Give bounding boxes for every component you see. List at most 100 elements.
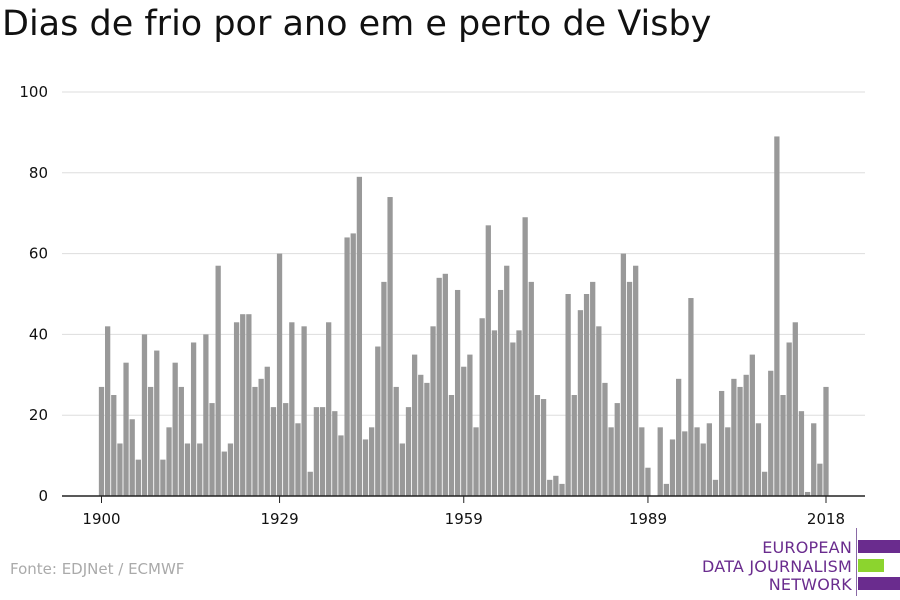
y-axis: 0 20 40 60 80 100 [19, 83, 48, 505]
bar-1961 [473, 427, 479, 496]
bar-1999 [706, 423, 712, 496]
bar-1978 [577, 310, 584, 496]
bar-2017 [817, 463, 823, 496]
bar-1974 [553, 475, 559, 496]
bar-1912 [172, 362, 178, 496]
bar-2009 [768, 370, 774, 496]
bar-2015 [804, 491, 811, 496]
bar-1945 [375, 346, 381, 496]
bar-1926 [258, 378, 264, 496]
bar-1956 [442, 273, 448, 496]
bar-1900 [98, 386, 105, 496]
bar-1995 [682, 431, 688, 496]
bar-2007 [755, 423, 762, 496]
bar-1966 [504, 265, 510, 496]
bar-1927 [264, 366, 270, 496]
bar-2010 [774, 136, 780, 496]
bar-1940 [344, 237, 350, 496]
bar-2002 [725, 427, 731, 496]
bar-1944 [369, 427, 375, 496]
bars [98, 136, 829, 497]
bar-1938 [332, 411, 338, 496]
bar-2000 [712, 479, 719, 496]
bar-1963 [485, 225, 491, 496]
bar-1923 [240, 314, 246, 496]
bar-1946 [381, 281, 387, 496]
bar-1917 [203, 334, 209, 496]
bar-1913 [178, 386, 184, 496]
bar-1922 [233, 322, 240, 496]
bar-1920 [221, 451, 227, 496]
bar-1935 [313, 407, 320, 496]
bar-1949 [399, 443, 405, 496]
bar-1907 [141, 334, 148, 496]
bar-1982 [602, 382, 608, 496]
bar-1941 [350, 233, 356, 496]
bar-1948 [393, 386, 399, 496]
bar-1984 [614, 403, 620, 496]
bar-1902 [111, 395, 117, 496]
bar-2013 [792, 322, 798, 496]
bar-1942 [356, 176, 363, 496]
bar-1905 [129, 419, 135, 496]
bar-1936 [319, 407, 326, 496]
bar-1924 [246, 314, 252, 496]
bar-2014 [798, 411, 805, 496]
bar-1918 [209, 403, 215, 496]
bar-2016 [811, 423, 817, 496]
y-tick-label: 0 [38, 487, 48, 505]
x-tick-label: 1929 [260, 510, 298, 528]
bar-1971 [534, 395, 541, 496]
bar-2006 [749, 354, 755, 496]
bar-1950 [405, 407, 412, 496]
bar-1909 [154, 350, 160, 496]
bar-1959 [461, 366, 467, 496]
bar-1951 [411, 354, 418, 496]
bar-2018 [823, 386, 829, 496]
bar-1997 [694, 427, 700, 496]
bar-1904 [123, 362, 129, 496]
bar-1979 [583, 294, 590, 496]
bar-1964 [491, 330, 498, 496]
bar-1994 [676, 378, 682, 496]
bar-2011 [780, 395, 786, 496]
bar-1910 [160, 459, 166, 496]
bar-1980 [590, 281, 596, 496]
bar-1932 [295, 423, 301, 496]
bar-2003 [731, 378, 737, 496]
bar-1953 [424, 382, 430, 496]
bar-1947 [387, 197, 393, 497]
bar-1901 [105, 326, 111, 496]
bar-1992 [663, 483, 669, 496]
bar-1921 [227, 443, 234, 496]
bar-1965 [497, 289, 504, 496]
bar-1988 [639, 427, 645, 496]
bar-1958 [454, 289, 461, 496]
bar-1973 [547, 479, 553, 496]
bar-1937 [326, 322, 332, 496]
y-tick-label: 40 [29, 325, 48, 343]
bar-1960 [467, 354, 473, 496]
bar-1989 [645, 467, 651, 496]
bar-1928 [270, 407, 277, 496]
bar-1975 [559, 483, 565, 496]
bar-1952 [418, 374, 424, 496]
logo-bar-top [858, 540, 900, 553]
logo-divider [856, 528, 857, 596]
bar-1916 [197, 443, 203, 496]
y-tick-label: 80 [29, 164, 48, 182]
bar-1977 [571, 395, 577, 496]
logo-line-1: EUROPEAN [762, 538, 852, 557]
bar-1906 [135, 459, 141, 496]
bar-1914 [184, 443, 191, 496]
chart-title: Dias de frio por ano em e perto de Visby [2, 4, 712, 44]
bar-1972 [540, 399, 547, 496]
bar-2012 [786, 342, 792, 496]
bar-1969 [522, 217, 528, 497]
bar-1903 [117, 443, 123, 496]
bar-1957 [448, 395, 455, 496]
bar-1934 [307, 471, 313, 496]
bar-2001 [718, 390, 725, 496]
bar-1985 [620, 253, 627, 496]
